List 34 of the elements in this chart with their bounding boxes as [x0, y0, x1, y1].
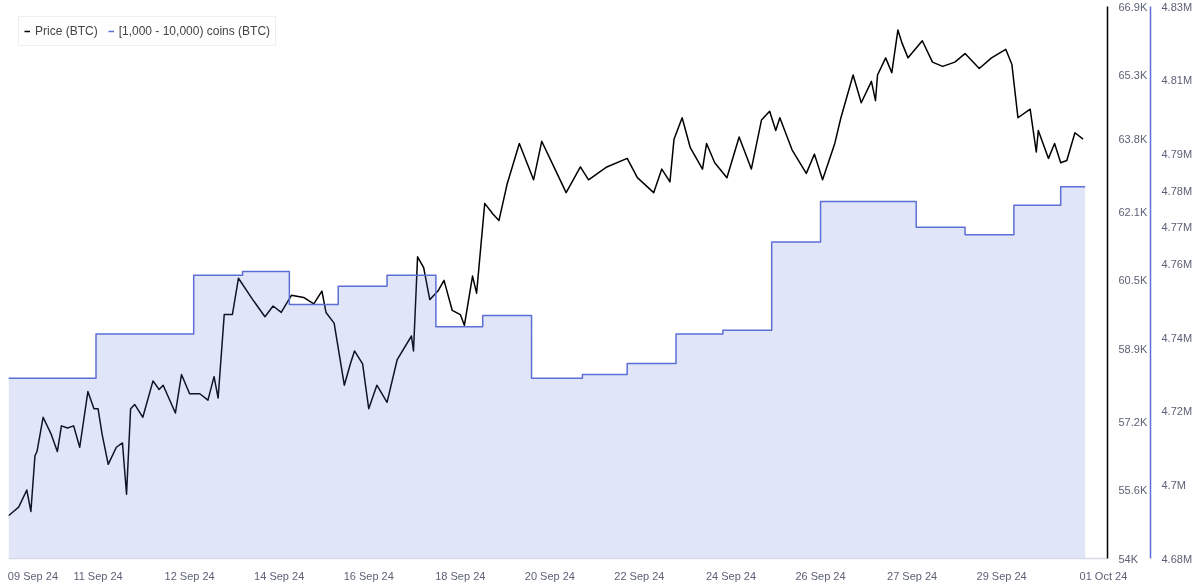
legend-label: [1,000 - 10,000) coins (BTC) — [118, 24, 271, 38]
y-tick-label: 57.2K — [1118, 415, 1148, 428]
y-tick-label: 66.9K — [1118, 0, 1148, 13]
x-tick-label: 14 Sep 24 — [254, 569, 305, 582]
y-tick-label: 58.9K — [1118, 342, 1148, 355]
y2-tick-label: 4.79M — [1161, 147, 1193, 160]
x-tick-label: 01 Oct 24 — [1079, 569, 1128, 582]
y-tick-label: 54K — [1118, 552, 1139, 565]
y2-tick-label: 4.74M — [1161, 331, 1193, 344]
y-tick-label: 65.3K — [1118, 68, 1148, 81]
y2-tick-label: 4.72M — [1161, 405, 1193, 418]
y2-tick-label: 4.7M — [1161, 478, 1186, 491]
y2-tick-label: 4.81M — [1161, 74, 1193, 87]
x-tick-label: 22 Sep 24 — [614, 569, 665, 582]
x-tick-label: 11 Sep 24 — [73, 569, 123, 582]
x-tick-label: 24 Sep 24 — [705, 569, 757, 582]
y2-tick-label: 4.77M — [1161, 221, 1193, 234]
x-tick-label: 09 Sep 24 — [7, 569, 58, 582]
x-tick-label: 26 Sep 24 — [795, 569, 846, 582]
y2-tick-label: 4.68M — [1161, 552, 1193, 565]
legend-label: Price (BTC) — [35, 24, 98, 38]
x-tick-label: 20 Sep 24 — [524, 569, 575, 582]
y2-tick-label: 4.78M — [1161, 184, 1193, 197]
x-tick-label: 18 Sep 24 — [435, 569, 486, 582]
x-tick-label: 27 Sep 24 — [887, 569, 938, 582]
x-tick-label: 12 Sep 24 — [164, 569, 215, 582]
y2-tick-label: 4.83M — [1161, 0, 1193, 13]
y-tick-label: 62.1K — [1118, 205, 1148, 218]
y-tick-label: 55.6K — [1118, 484, 1148, 497]
x-tick-label: 16 Sep 24 — [343, 569, 394, 582]
y-tick-label: 63.8K — [1118, 133, 1148, 146]
x-tick-label: 29 Sep 24 — [976, 569, 1027, 582]
y-tick-label: 60.5K — [1118, 274, 1148, 287]
y2-tick-label: 4.76M — [1161, 258, 1193, 271]
